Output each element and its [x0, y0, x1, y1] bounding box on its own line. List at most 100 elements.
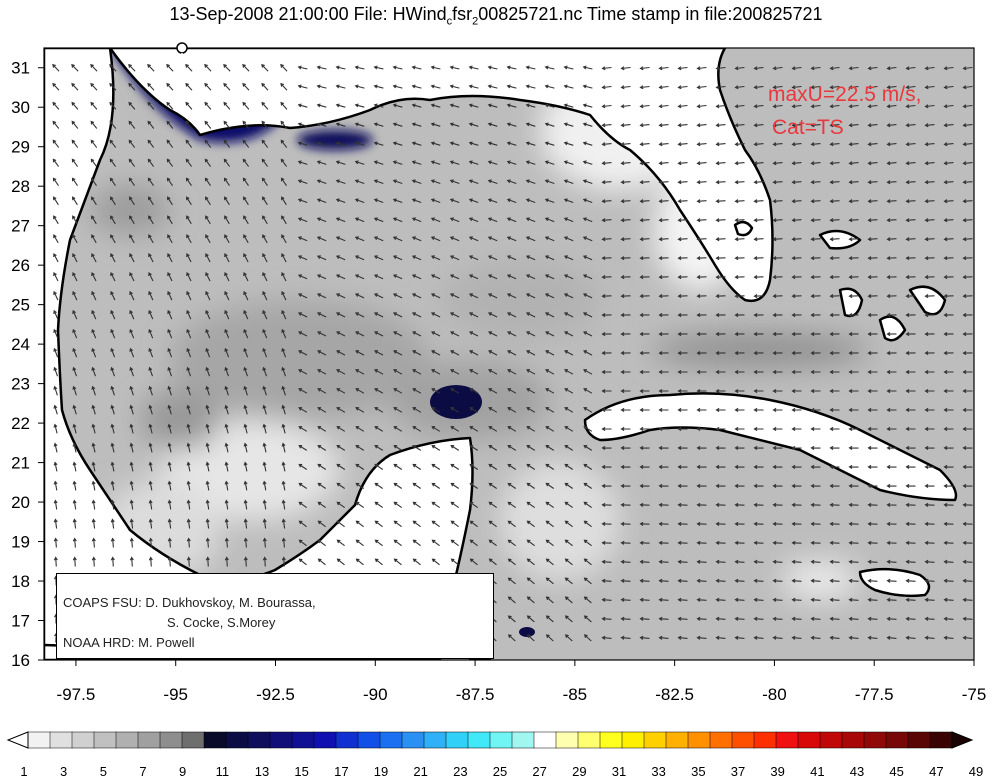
wind-arrow: [72, 253, 78, 263]
wind-arrow: [544, 103, 555, 108]
wind-arrow: [393, 331, 403, 337]
wind-arrow: [582, 312, 593, 318]
wind-arrow: [715, 66, 726, 71]
wind-arrow: [734, 559, 745, 564]
y-tick-label: 20: [11, 493, 30, 512]
wind-arrow: [867, 351, 878, 356]
wind-arrow: [639, 256, 650, 261]
wind-arrow: [696, 540, 707, 545]
wind-arrow: [867, 275, 878, 280]
wind-arrow: [582, 103, 593, 108]
wind-arrow: [223, 82, 231, 91]
wind-arrow: [53, 253, 59, 263]
colorbar-label: 39: [770, 764, 784, 779]
wind-arrow: [639, 578, 650, 583]
wind-arrow: [829, 616, 840, 621]
x-tick-label: -82.5: [655, 685, 694, 704]
wind-arrow: [867, 294, 878, 299]
wind-arrow: [297, 255, 308, 261]
wind-arrow: [962, 559, 973, 564]
wind-arrow: [905, 445, 916, 450]
wind-arrow: [583, 407, 593, 413]
wind-arrow: [53, 480, 58, 491]
wind-arrow: [185, 82, 193, 91]
wind-arrow: [639, 332, 650, 337]
wind-arrow: [431, 482, 441, 489]
wind-arrow: [298, 539, 307, 547]
wind-arrow: [886, 85, 897, 90]
wind-arrow: [355, 350, 365, 356]
wind-arrow: [148, 480, 153, 491]
wind-arrow: [317, 388, 327, 394]
wind-arrow: [90, 82, 98, 91]
wind-arrow: [696, 407, 707, 412]
wind-arrow: [772, 123, 783, 128]
wind-arrow: [53, 196, 59, 206]
wind-arrow: [243, 499, 248, 510]
wind-arrow: [354, 255, 365, 261]
colorbar-swatch: [599, 731, 623, 749]
wind-arrow: [148, 328, 154, 339]
wind-arrow: [355, 388, 365, 394]
colorbar-swatch: [731, 731, 755, 749]
wind-arrow: [430, 65, 441, 70]
wind-arrow: [110, 442, 115, 453]
wind-arrow: [564, 520, 573, 528]
wind-arrow: [186, 404, 191, 415]
wind-arrow: [392, 236, 403, 242]
wind-arrow: [772, 294, 783, 299]
wind-arrow: [316, 255, 327, 261]
wind-arrow: [658, 370, 669, 375]
wind-arrow: [545, 463, 555, 470]
wind-arrow: [791, 332, 802, 337]
wind-arrow: [374, 558, 383, 566]
wind-arrow: [772, 616, 783, 621]
wind-arrow: [734, 218, 745, 223]
wind-arrow: [753, 483, 764, 488]
wind-arrow: [525, 293, 536, 299]
wind-arrow: [563, 84, 574, 89]
wind-arrow: [280, 158, 288, 167]
wind-arrow: [924, 199, 935, 204]
wind-arrow: [829, 256, 840, 261]
wind-arrow: [336, 463, 346, 470]
wind-arrow: [639, 540, 650, 545]
wind-arrow: [468, 217, 479, 223]
wind-arrow: [829, 597, 840, 602]
wind-arrow: [639, 464, 650, 469]
wind-arrow: [469, 558, 478, 566]
wind-arrow: [564, 445, 574, 451]
colorbar: [6, 731, 974, 749]
wind-arrow: [601, 502, 612, 507]
wind-arrow: [924, 559, 935, 564]
wind-arrow: [186, 196, 192, 206]
wind-arrow: [943, 313, 954, 318]
wind-arrow: [734, 123, 745, 128]
wind-arrow: [335, 217, 346, 223]
wind-arrow: [262, 347, 268, 358]
wind-arrow: [658, 294, 669, 299]
wind-arrow: [886, 237, 897, 242]
wind-arrow: [563, 274, 574, 280]
wind-arrow: [506, 65, 517, 70]
colorbar-swatch: [159, 731, 183, 749]
wind-arrow: [411, 84, 422, 89]
wind-arrow: [298, 350, 308, 356]
wind-arrow: [848, 237, 859, 242]
wind-arrow: [297, 160, 308, 165]
wind-arrow: [601, 351, 612, 356]
wind-arrow: [848, 294, 859, 299]
wind-arrow: [658, 237, 669, 242]
wind-arrow: [829, 351, 840, 356]
wind-arrow: [677, 313, 688, 318]
wind-arrow: [297, 312, 308, 318]
wind-arrow: [186, 234, 192, 244]
wind-arrow: [430, 160, 441, 165]
wind-arrow: [753, 180, 764, 185]
wind-arrow: [791, 578, 802, 583]
wind-arrow: [91, 556, 96, 567]
wind-arrow: [392, 160, 403, 165]
wind-arrow: [886, 313, 897, 318]
wind-arrow: [545, 482, 555, 489]
